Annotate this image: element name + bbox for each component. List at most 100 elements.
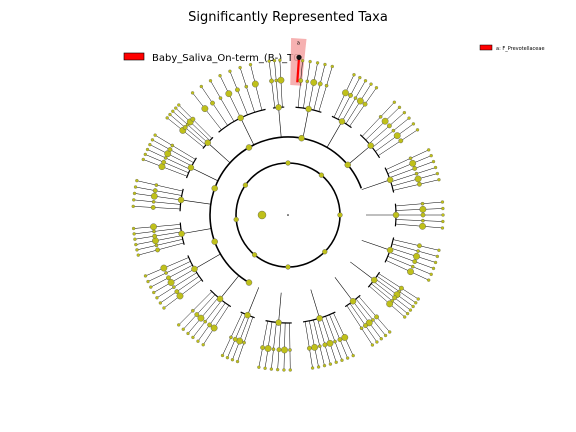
- clade-stem: [310, 289, 320, 319]
- tip-node: [267, 59, 271, 63]
- leaf-branch: [355, 298, 386, 336]
- tip-node: [431, 266, 436, 271]
- leaf-branch: [372, 117, 410, 148]
- leaf-node: [225, 90, 233, 98]
- leaf-branch: [375, 278, 414, 307]
- leaf-node: [264, 345, 272, 352]
- leaf-node: [378, 115, 383, 119]
- leaf-branch: [156, 272, 197, 299]
- clade-node: [386, 176, 394, 184]
- tip-node: [196, 339, 200, 343]
- leaf-branch: [134, 231, 182, 240]
- leaf-node: [419, 205, 427, 213]
- leaf-branch: [133, 206, 181, 210]
- leaf-node: [399, 285, 404, 291]
- tip-node: [143, 152, 147, 157]
- tip-node: [440, 200, 445, 204]
- clade-node: [191, 265, 198, 273]
- tip-node: [397, 105, 402, 109]
- ring-node: [211, 185, 218, 192]
- leaf-node: [197, 314, 205, 322]
- tip-node: [435, 254, 440, 259]
- leaf-node: [318, 344, 322, 349]
- leaf-branch: [232, 315, 250, 360]
- tip-node: [334, 360, 338, 364]
- highlight-node: [296, 54, 302, 60]
- leaf-branch: [271, 322, 277, 370]
- clade-stem: [278, 107, 282, 138]
- leaf-branch: [333, 312, 354, 356]
- leaf-branch: [147, 149, 191, 170]
- leaf-node: [337, 337, 343, 343]
- leaf-node: [386, 123, 392, 129]
- leaf-branch: [313, 319, 325, 366]
- tip-node: [230, 358, 235, 362]
- tip-node: [358, 75, 362, 80]
- leaf-node: [203, 319, 207, 324]
- tip-node: [352, 73, 356, 77]
- leaf-branch: [274, 60, 279, 108]
- leaf-branch: [393, 179, 439, 191]
- key-label: a: F_Prevotellaceae: [496, 46, 545, 52]
- leaf-node: [235, 87, 240, 93]
- leaf-branch: [264, 321, 273, 369]
- leaf-branch: [167, 117, 204, 148]
- leaf-node: [412, 259, 418, 264]
- leaf-branch: [387, 155, 432, 174]
- tip-node: [146, 279, 150, 284]
- leaf-node: [164, 150, 172, 158]
- figure-title: Significantly Represented Taxa: [188, 10, 388, 25]
- leaf-branch: [333, 74, 355, 118]
- ring-node: [285, 160, 291, 166]
- leaf-node: [269, 78, 274, 84]
- tip-node: [152, 290, 156, 295]
- leaf-node: [191, 308, 195, 313]
- tip-node: [408, 308, 413, 312]
- leaf-node: [152, 188, 158, 194]
- tip-node: [414, 301, 418, 305]
- leaf-branch: [345, 83, 372, 124]
- clade-node: [367, 142, 374, 149]
- tip-node: [278, 58, 282, 62]
- tip-node: [375, 340, 379, 344]
- leaf-node: [362, 101, 368, 107]
- leaf-branch: [237, 317, 254, 362]
- leaf-branch: [387, 256, 432, 275]
- leaf-branch: [325, 316, 343, 361]
- leaf-branch: [395, 223, 443, 229]
- leaf-branch: [183, 294, 216, 330]
- clade-stem: [190, 167, 219, 182]
- leaf-node: [176, 292, 184, 300]
- tip-node: [429, 154, 433, 158]
- leaf-branch: [219, 75, 241, 119]
- leaf-node: [151, 200, 156, 204]
- tip-node: [315, 61, 320, 65]
- tip-node: [411, 304, 415, 309]
- tip-node: [437, 248, 441, 252]
- tip-node: [153, 133, 157, 137]
- leaf-branch: [175, 107, 210, 141]
- cladogram-nodes: [131, 54, 445, 372]
- clade-node: [244, 311, 251, 319]
- leaf-node: [310, 79, 318, 86]
- leaf-node: [324, 83, 329, 88]
- leaf-node: [412, 166, 418, 171]
- ring-node: [245, 279, 253, 286]
- leaf-branch: [349, 87, 377, 127]
- tip-node: [351, 353, 355, 358]
- leaf-branch: [317, 318, 331, 365]
- tip-node: [437, 178, 441, 182]
- tip-node: [201, 343, 205, 347]
- tip-node: [363, 79, 368, 83]
- leaf-branch: [169, 114, 206, 146]
- clade-node: [204, 139, 211, 146]
- legend-swatch: [123, 52, 145, 61]
- legend: Baby_Saliva_On-term_(B-)_T0: [123, 52, 300, 64]
- leaf-node: [374, 314, 379, 320]
- leaf-branch: [376, 275, 416, 303]
- key-swatch: [479, 44, 493, 51]
- clade-stem: [302, 108, 309, 139]
- tip-node: [441, 219, 445, 224]
- leaf-branch: [152, 139, 194, 163]
